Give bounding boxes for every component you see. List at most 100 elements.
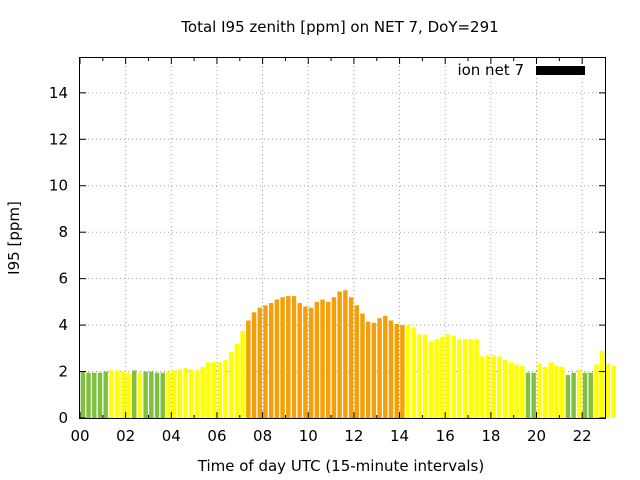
bar <box>411 327 417 418</box>
y-tick-label: 4 <box>58 316 68 334</box>
bar <box>611 365 616 418</box>
bar <box>462 339 468 418</box>
bar <box>331 297 337 418</box>
bar <box>520 365 525 418</box>
bar <box>160 372 165 418</box>
bar <box>542 366 548 418</box>
bar <box>405 325 411 418</box>
bar <box>577 369 582 418</box>
bar <box>537 363 542 418</box>
bar <box>434 339 439 418</box>
legend-label: ion net 7 <box>457 61 524 79</box>
bar <box>451 335 457 418</box>
legend-swatch <box>536 66 585 75</box>
y-axis-label: I95 [ppm] <box>5 201 23 275</box>
bar <box>280 297 285 418</box>
bar <box>468 339 474 418</box>
y-tick-label: 8 <box>58 223 68 241</box>
bar <box>126 372 131 418</box>
legend: ion net 7 <box>457 61 585 79</box>
bar <box>97 372 103 418</box>
bar <box>320 299 325 418</box>
bar <box>514 364 519 418</box>
bar <box>394 323 399 418</box>
bar <box>554 365 559 418</box>
bar <box>246 320 251 418</box>
bar <box>223 359 228 418</box>
bar <box>303 306 308 418</box>
x-tick-label: 18 <box>481 427 500 445</box>
bar <box>480 356 485 418</box>
bar <box>263 305 268 418</box>
x-tick-label: 14 <box>390 427 409 445</box>
bar <box>131 370 137 418</box>
bar <box>217 362 223 418</box>
bar <box>423 334 428 418</box>
bar <box>314 301 320 418</box>
bar <box>383 315 388 418</box>
x-tick-label: 06 <box>207 427 226 445</box>
x-tick-label: 02 <box>116 427 135 445</box>
x-tick-label: 04 <box>162 427 181 445</box>
y-tick-label: 10 <box>49 177 68 195</box>
bar <box>143 371 148 418</box>
bar <box>354 305 359 418</box>
bar <box>445 334 451 418</box>
bar <box>371 322 377 418</box>
bar <box>103 371 108 418</box>
x-tick-label: 16 <box>436 427 455 445</box>
bar <box>183 368 188 418</box>
y-tick-label: 0 <box>58 409 68 427</box>
plot-frame <box>79 57 606 419</box>
bar <box>571 372 576 418</box>
bar <box>582 372 588 418</box>
bar <box>440 336 445 418</box>
bar <box>605 363 611 418</box>
x-tick-label: 20 <box>527 427 546 445</box>
bar <box>485 355 491 418</box>
bar <box>457 339 462 418</box>
bar <box>531 372 536 418</box>
x-tick-label: 10 <box>299 427 318 445</box>
bar <box>166 371 171 418</box>
x-tick-label: 22 <box>573 427 592 445</box>
bar <box>206 362 211 418</box>
bar <box>428 341 434 418</box>
bar <box>417 334 422 418</box>
bar <box>491 355 496 418</box>
bar <box>200 366 205 418</box>
bar <box>588 372 593 418</box>
bar <box>194 370 200 418</box>
bar <box>343 290 348 418</box>
x-tick-label: 08 <box>253 427 272 445</box>
bar <box>137 372 143 418</box>
y-tick-label: 6 <box>58 270 68 288</box>
bar <box>120 371 126 418</box>
bar <box>308 307 314 418</box>
bar <box>171 370 177 418</box>
bar <box>337 291 342 418</box>
x-axis-ticks: 00 02 04 06 08 10 12 14 16 18 20 22 <box>70 58 592 445</box>
bar <box>228 351 234 418</box>
bar <box>109 370 114 418</box>
bar <box>474 339 479 418</box>
bars <box>80 290 616 418</box>
bar <box>400 325 405 418</box>
bar <box>360 313 365 418</box>
bar <box>274 299 280 418</box>
bar <box>365 321 371 418</box>
bar <box>377 318 382 418</box>
bar <box>497 356 502 418</box>
bar <box>388 320 394 418</box>
bar <box>189 369 194 418</box>
bar <box>240 330 245 418</box>
bar <box>234 343 240 418</box>
bar <box>268 303 274 418</box>
chart-title: Total I95 zenith [ppm] on NET 7, DoY=291 <box>180 18 498 36</box>
bar <box>594 364 599 418</box>
bar <box>114 370 120 418</box>
bar <box>257 307 262 418</box>
grid <box>80 58 605 418</box>
y-axis-ticks: 0 2 4 6 8 10 12 14 <box>49 84 605 427</box>
